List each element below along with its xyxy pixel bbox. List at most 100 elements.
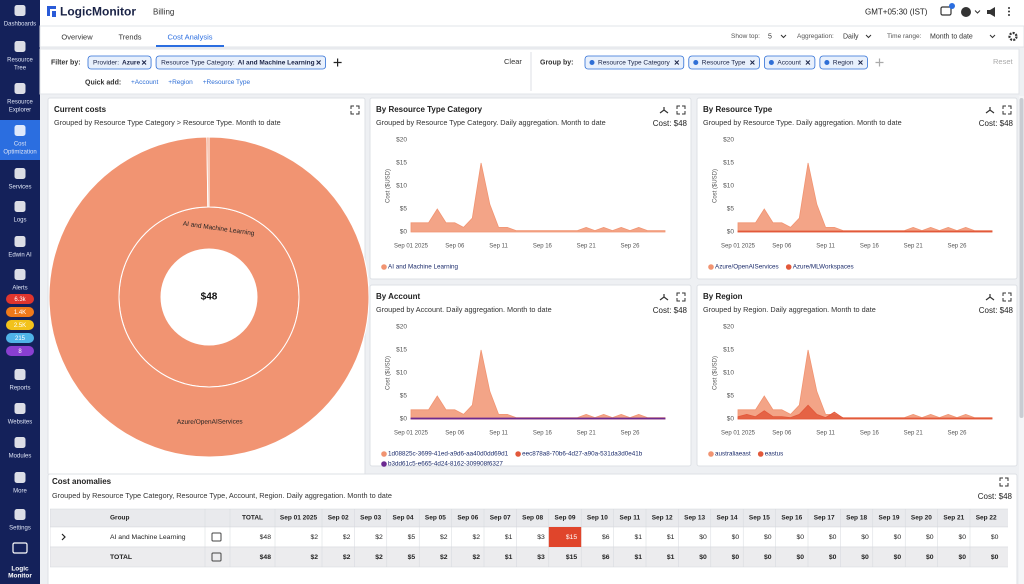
group-chip[interactable]: Account (763, 55, 816, 70)
add-filter-icon[interactable] (333, 58, 342, 67)
expand-icon[interactable] (999, 477, 1009, 487)
sunburst-segment[interactable] (206, 136, 210, 208)
chat-icon[interactable] (940, 6, 952, 16)
control-value[interactable]: 5 (768, 33, 772, 40)
chip-remove-icon[interactable] (750, 60, 755, 65)
chart-view-icon[interactable] (211, 532, 222, 542)
settings-icon[interactable] (1008, 31, 1018, 42)
group-chip[interactable]: Resource Type (688, 55, 760, 70)
expand-icon[interactable] (676, 105, 686, 115)
quick-add-option[interactable]: +Account (131, 79, 158, 86)
nav-label[interactable]: Cost (14, 142, 27, 148)
nav-label[interactable]: Dashboards (4, 22, 36, 28)
alert-badge[interactable] (6, 346, 34, 356)
filter-chip[interactable]: Provider: Azure (87, 55, 152, 70)
x-tick-label: Sep 06 (445, 431, 465, 437)
chip-remove-icon[interactable] (674, 60, 680, 65)
chart-subtitle: Grouped by Region. Daily aggregation. Mo… (703, 305, 876, 314)
alert-badge[interactable] (6, 307, 34, 317)
more-icon-dot[interactable] (1008, 7, 1010, 9)
nav-icon[interactable] (14, 201, 26, 212)
row-expand-icon[interactable] (61, 533, 66, 541)
reset-button[interactable]: Reset (993, 57, 1014, 66)
quick-add-option[interactable]: +Resource Type (203, 79, 251, 86)
more-icon-dot[interactable] (1008, 10, 1010, 13)
nav-icon[interactable] (14, 269, 26, 280)
legend-label[interactable]: Azure/OpenAIServices (715, 264, 779, 271)
nav-label[interactable]: Alerts (12, 286, 27, 292)
legend-label[interactable]: b3dd61c5-e665-4d24-8162-309908f6327 (388, 461, 503, 468)
control-value[interactable]: Daily (843, 33, 859, 40)
legend-label[interactable]: eec878a8-70b6-4d27-a90a-531da3d0e41b (522, 451, 643, 458)
hierarchy-icon[interactable] (985, 107, 995, 114)
nav-label[interactable]: Optimization (3, 150, 36, 156)
clear-button[interactable]: Clear (504, 57, 522, 66)
nav-label[interactable]: Tree (14, 66, 27, 72)
nav-label[interactable]: More (13, 489, 27, 495)
nav-icon[interactable] (14, 437, 26, 448)
nav-icon[interactable] (14, 5, 26, 16)
nav-icon[interactable] (14, 403, 26, 414)
table-cell: $0 (894, 534, 902, 541)
nav-icon[interactable] (14, 509, 26, 520)
hierarchy-icon[interactable] (659, 294, 669, 301)
nav-label[interactable]: Logs (13, 218, 26, 224)
more-icon-dot[interactable] (1008, 14, 1010, 16)
legend-label[interactable]: australiaeast (715, 451, 751, 458)
nav-label[interactable]: Reports (9, 386, 30, 392)
nav-icon[interactable] (14, 125, 26, 136)
quick-add-option[interactable]: +Region (168, 79, 193, 86)
group-chip[interactable]: Resource Type Category (584, 55, 685, 70)
nav-label[interactable]: Websites (8, 420, 33, 426)
legend-label[interactable]: Azure/MLWorkspaces (793, 264, 854, 271)
chip-remove-icon[interactable] (858, 60, 863, 65)
legend-label[interactable]: 1d08825c-3699-41ed-a9d6-aa40d0dd69d1 (388, 451, 509, 458)
nav-label[interactable]: Settings (9, 526, 31, 532)
sunburst-segment[interactable] (48, 136, 370, 458)
add-group-icon[interactable] (875, 58, 884, 67)
group-chip[interactable]: Region (819, 55, 868, 70)
nav-label[interactable]: Edwin AI (8, 253, 32, 259)
announce-icon[interactable] (987, 7, 995, 17)
chip-remove-icon[interactable] (805, 60, 811, 65)
alert-badge[interactable] (6, 333, 34, 343)
tab[interactable]: Cost Analysis (167, 32, 212, 41)
nav-label[interactable]: Modules (9, 454, 32, 460)
chip-background (155, 55, 327, 70)
expand-icon[interactable] (1002, 105, 1012, 115)
table-cell: $5 (408, 554, 416, 561)
nav-icon[interactable] (14, 369, 26, 380)
chip-text: Region (833, 59, 854, 66)
nav-label[interactable]: Resource (7, 100, 33, 106)
hierarchy-icon[interactable] (985, 294, 995, 301)
y-tick-label: $5 (727, 206, 735, 213)
chart-view-icon[interactable] (211, 552, 222, 562)
nav-icon[interactable] (14, 41, 26, 52)
alert-badge[interactable] (6, 294, 34, 304)
nav-icon[interactable] (14, 83, 26, 94)
nav-label[interactable]: Resource (7, 58, 33, 64)
alert-badge[interactable] (6, 320, 34, 330)
nav-label[interactable]: Services (8, 185, 31, 191)
user-icon[interactable] (961, 7, 971, 17)
tab[interactable]: Overview (61, 32, 93, 41)
expand-icon[interactable] (1002, 292, 1012, 302)
filter-chip[interactable]: Resource Type Category: AI and Machine Le… (155, 55, 327, 70)
cost-label: Cost: $48 (979, 119, 1014, 128)
legend-label[interactable]: AI and Machine Learning (388, 264, 459, 271)
x-tick-label: Sep 11 (489, 431, 508, 437)
tab[interactable]: Trends (118, 32, 141, 41)
scrollbar-thumb[interactable] (1019, 98, 1024, 418)
area-series (737, 230, 993, 233)
nav-icon[interactable] (14, 236, 26, 247)
hierarchy-icon[interactable] (659, 107, 669, 114)
chip-remove-icon[interactable] (141, 60, 147, 65)
nav-label[interactable]: Explorer (9, 108, 31, 114)
legend-label[interactable]: eastus (765, 451, 784, 458)
control-value[interactable]: Month to date (930, 33, 973, 40)
nav-icon[interactable] (14, 168, 26, 179)
chip-remove-icon[interactable] (316, 60, 321, 65)
nav-icon[interactable] (14, 472, 26, 483)
expand-icon[interactable] (350, 105, 360, 115)
expand-icon[interactable] (676, 292, 686, 302)
